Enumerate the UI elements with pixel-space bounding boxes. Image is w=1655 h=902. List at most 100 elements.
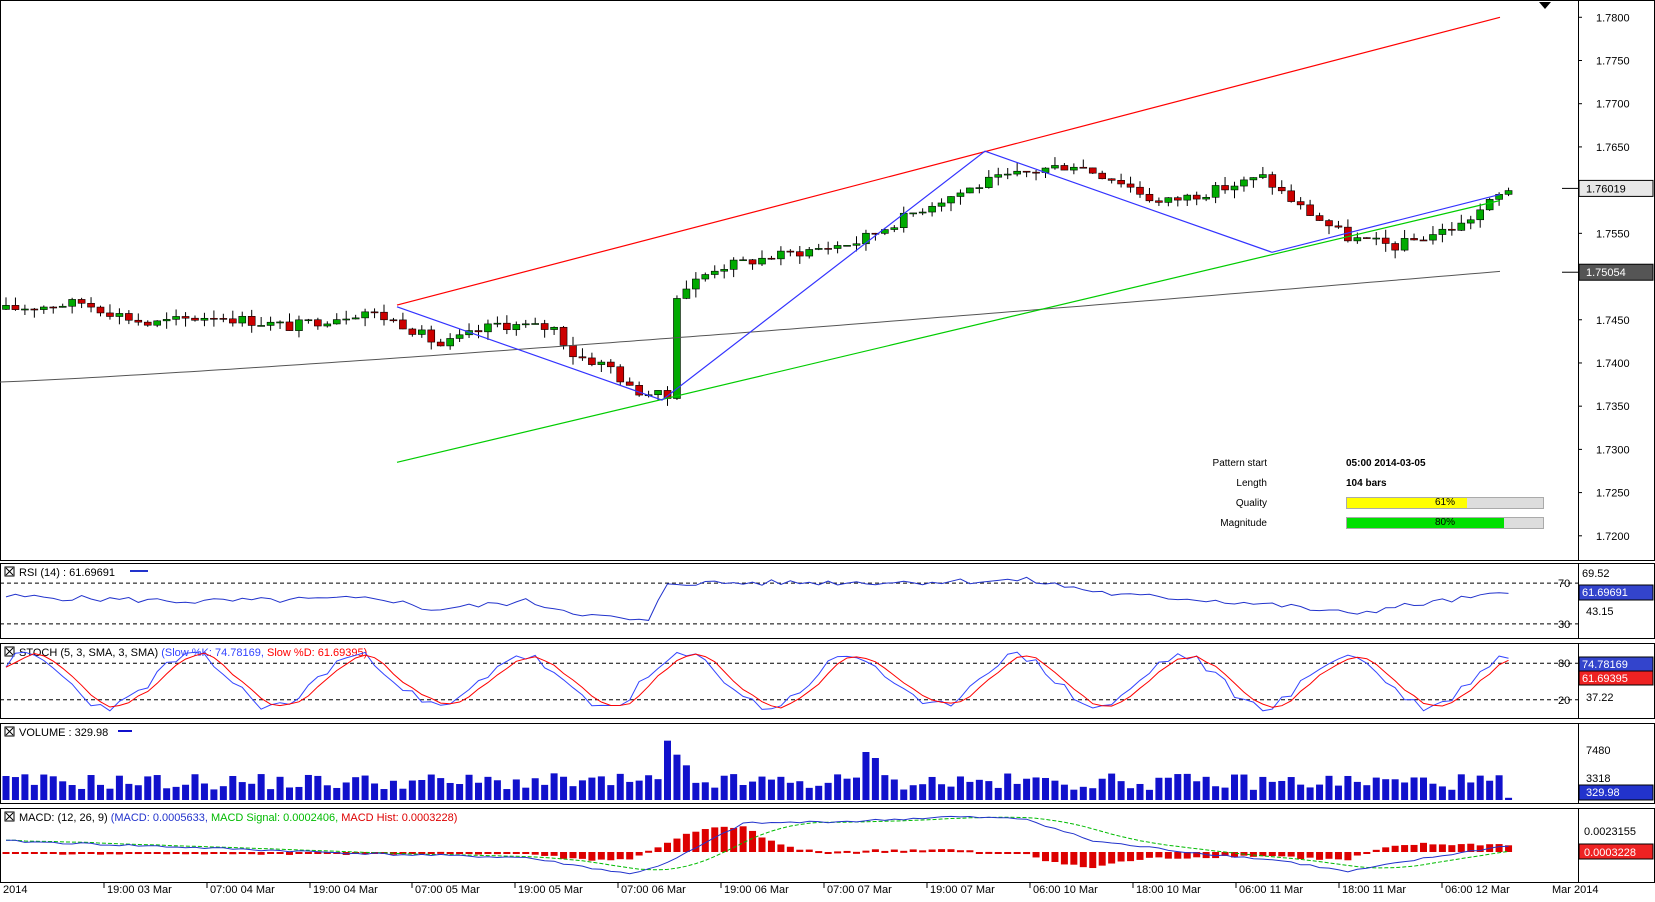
stoch-title-k: (Slow %K: 74.78169, [161,647,267,659]
macd-hist-bar [399,852,407,854]
macd-hist-bar [767,840,775,852]
macd-hist-bar [503,852,511,854]
volume-bar [550,773,558,800]
macd-hist-bar [1060,852,1068,865]
candle-body [1429,234,1437,241]
volume-bar [1287,777,1295,800]
volume-bar [276,776,284,800]
candle-body [503,322,511,331]
volume-bar [1004,773,1012,800]
candle-body [1466,219,1475,224]
last-price-label: 1.76019 [1586,183,1626,195]
volume-bar [21,774,29,800]
macd-hist-bar [1070,852,1078,865]
pattern-start-value: 05:00 2014-03-05 [1346,458,1426,469]
volume-bar [512,779,520,800]
macd-hist-bar [928,849,936,852]
candle-body [1145,193,1154,202]
volume-bar [437,778,445,800]
volume-bar [1117,781,1125,800]
macd-hist-bar [323,852,331,854]
macd-hist-bar [484,852,492,854]
macd-hist-bar [975,852,983,854]
macd-hist-bar [361,852,369,855]
candle-body [871,232,880,235]
candle-body [1003,173,1012,176]
price-tick-label: 1.7300 [1596,444,1630,456]
macd-hist-bar [994,852,1002,854]
stoch-level-label: 20 [1558,695,1570,707]
macd-hist-bar [1297,852,1305,860]
macd-signal-line [5,816,1509,871]
candle-body [597,361,606,365]
macd-hist-bar [578,852,586,859]
volume-bar [1297,784,1305,800]
quality-bar-fill [1347,498,1467,508]
candle-body [361,311,369,319]
macd-hist-bar [1174,852,1182,859]
volume-bar [616,773,624,800]
resistance-trendline [396,16,1501,306]
candle-body [540,323,549,330]
candle-body [1051,165,1059,169]
candle-body [710,270,719,275]
macd-hist-bar [30,852,38,854]
candle-body [153,320,161,326]
rsi-line [5,576,1509,621]
macd-hist-bar [1278,852,1286,857]
candle-body [1485,199,1494,211]
volume-bar [1306,787,1314,800]
volume-bar [1316,784,1324,800]
x-axis-label: 19:00 05 Mar [518,884,583,896]
volume-bar [531,778,539,800]
volume-bar [522,787,530,800]
last-price-label-box [1578,179,1654,197]
volume-bar [1051,780,1059,800]
x-axis-label: 18:00 11 Mar [1342,884,1406,896]
rsi-right-label: 69.52 [1582,568,1610,580]
volume-bar [380,789,388,800]
macd-hist-bar [777,844,785,852]
candle-body [1022,170,1031,173]
candle-body [758,257,766,265]
volume-bar [314,775,322,800]
volume-bar [1448,789,1456,800]
candle-body [578,356,587,359]
volume-bar [342,782,350,800]
candle-body [606,361,615,368]
candle-body [238,316,247,324]
candle-body [748,259,757,265]
panel-frame-1 [0,563,1655,639]
macd-hist-bar [1268,852,1276,857]
macd-hist-bar [1183,852,1191,859]
volume-bar [758,776,766,800]
x-axis-label: Mar 2014 [1552,884,1598,896]
volume-bar [106,788,114,800]
macd-hist-bar [286,852,293,855]
macd-right-label: 0.0023155 [1584,826,1636,838]
macd-hist-bar [1334,852,1342,860]
macd-hist-bar [257,852,265,855]
candle-body [673,298,681,399]
macd-hist-bar [730,827,738,852]
volume-bar [938,784,946,800]
candle-body [1098,172,1106,180]
candle-body [1183,194,1192,201]
candle-body [729,259,738,270]
macd-hist-bar [446,852,454,854]
macd-hist-bar [1382,847,1390,852]
volume-bar [815,785,823,800]
candle-body [1136,186,1144,195]
macd-hist-bar [919,850,927,853]
volume-bar [484,776,492,800]
candle-body [824,248,832,250]
candle-body [975,187,984,189]
candle-body [399,319,407,330]
candle-body [1117,180,1125,185]
candle-body [115,313,124,317]
macd-title-macd: (MACD: 0.0005633, [111,812,211,824]
volume-bar [1183,773,1191,800]
pattern-magnitude-label: Magnitude [1220,518,1267,529]
pattern-zigzag-line [396,150,1501,401]
